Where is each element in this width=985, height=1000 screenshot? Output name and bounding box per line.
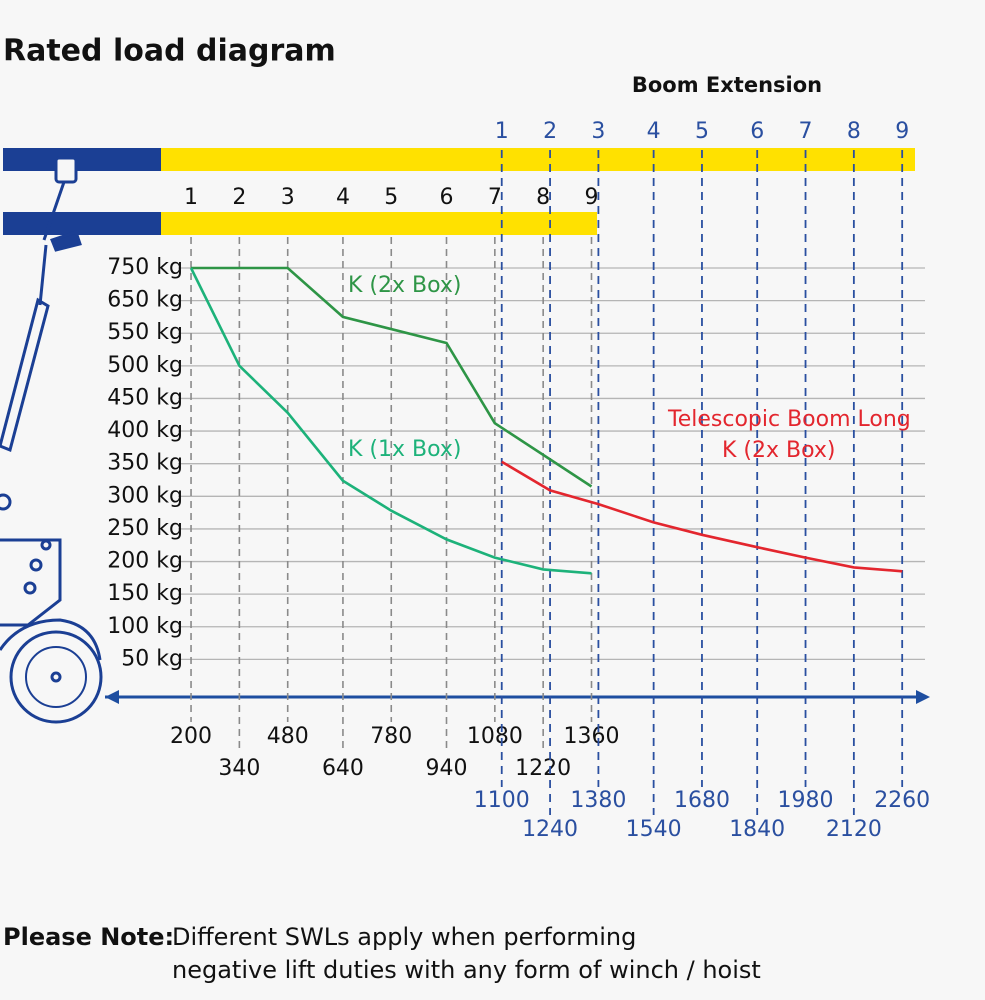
x-tick-label: 1100 <box>474 788 530 813</box>
y-tick-label: 300 kg <box>107 483 183 508</box>
x-tick-label: 640 <box>322 756 364 781</box>
long-boom-base <box>3 148 161 171</box>
short-boom-position: 7 <box>488 185 502 210</box>
series-line <box>191 266 593 488</box>
long-boom-position: 2 <box>543 119 557 144</box>
y-tick-label: 500 kg <box>107 353 183 378</box>
short-boom-position: 8 <box>536 185 550 210</box>
legend-label: K (2x Box) <box>348 273 462 298</box>
x-tick-label: 1240 <box>522 817 578 842</box>
y-tick-label: 200 kg <box>107 549 183 574</box>
short-boom <box>161 212 597 235</box>
note-text: negative lift duties with any form of wi… <box>172 956 761 984</box>
note-text: Different SWLs apply when performing <box>172 923 636 951</box>
long-boom-position: 7 <box>799 119 813 144</box>
x-tick-label: 1540 <box>626 817 682 842</box>
legend-label: Telescopic Boom Long <box>667 407 911 432</box>
x-tick-label: 1080 <box>467 724 523 749</box>
x-tick-label: 780 <box>370 724 412 749</box>
short-boom-position: 5 <box>384 185 398 210</box>
short-boom-position: 6 <box>440 185 454 210</box>
long-boom-position: 8 <box>847 119 861 144</box>
x-tick-label: 2260 <box>874 788 930 813</box>
header: Boom Extension <box>632 73 822 97</box>
short-boom-position: 3 <box>281 185 295 210</box>
long-boom-position: 3 <box>591 119 605 144</box>
short-boom-position: 2 <box>232 185 246 210</box>
legend-label: K (2x Box) <box>722 438 836 463</box>
short-boom-position: 9 <box>584 185 598 210</box>
long-boom-position: 9 <box>895 119 909 144</box>
note-label: Please Note: <box>3 923 174 951</box>
short-boom-position: 4 <box>336 185 350 210</box>
short-boom-base <box>3 212 161 235</box>
short-boom-position: 1 <box>184 185 198 210</box>
chart-title: Rated load diagram <box>3 34 336 69</box>
long-boom-position: 4 <box>647 119 661 144</box>
y-tick-label: 150 kg <box>107 581 183 606</box>
y-tick-label: 450 kg <box>107 385 183 410</box>
series-line <box>501 460 903 573</box>
note: Please Note: Different SWLs apply when p… <box>3 923 761 984</box>
x-tick-label: 2120 <box>826 817 882 842</box>
long-boom-position: 5 <box>695 119 709 144</box>
y-tick-label: 50 kg <box>121 646 183 671</box>
x-tick-label: 1680 <box>674 788 730 813</box>
x-tick-label: 200 <box>170 724 212 749</box>
x-tick-label: 940 <box>426 756 468 781</box>
y-tick-label: 750 kg <box>107 255 183 280</box>
x-tick-label: 480 <box>267 724 309 749</box>
y-tick-label: 250 kg <box>107 516 183 541</box>
y-tick-label: 350 kg <box>107 451 183 476</box>
series-line <box>189 267 592 575</box>
x-axis-arrow <box>916 690 930 704</box>
long-boom <box>161 148 915 171</box>
machine-sketch <box>0 156 103 724</box>
x-tick-label: 340 <box>218 756 260 781</box>
y-tick-label: 100 kg <box>107 614 183 639</box>
legend-label: K (1x Box) <box>348 437 462 462</box>
long-boom-position: 1 <box>495 119 509 144</box>
x-tick-label: 1360 <box>563 724 619 749</box>
y-tick-label: 400 kg <box>107 418 183 443</box>
x-tick-label: 1980 <box>778 788 834 813</box>
y-tick-label: 550 kg <box>107 320 183 345</box>
x-tick-label: 1380 <box>570 788 626 813</box>
x-tick-label: 1220 <box>515 756 571 781</box>
y-tick-label: 650 kg <box>107 288 183 313</box>
x-tick-label: 1840 <box>729 817 785 842</box>
x-axis-arrow <box>105 690 119 704</box>
long-boom-position: 6 <box>750 119 764 144</box>
